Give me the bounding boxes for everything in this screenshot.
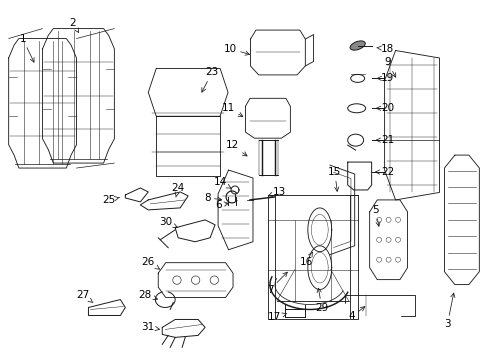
Ellipse shape bbox=[349, 41, 365, 50]
Text: 24: 24 bbox=[171, 183, 184, 197]
Text: 17: 17 bbox=[268, 312, 286, 323]
Text: 7: 7 bbox=[266, 272, 287, 294]
Text: 4: 4 bbox=[347, 307, 364, 321]
Text: 13: 13 bbox=[268, 187, 286, 197]
Text: 12: 12 bbox=[225, 140, 246, 156]
Text: 11: 11 bbox=[221, 103, 243, 117]
Text: 5: 5 bbox=[371, 205, 379, 226]
Text: 10: 10 bbox=[223, 44, 249, 55]
Text: 6: 6 bbox=[214, 200, 228, 210]
Text: 26: 26 bbox=[142, 257, 159, 269]
Text: 21: 21 bbox=[375, 135, 393, 145]
Text: 15: 15 bbox=[327, 167, 341, 191]
Text: 14: 14 bbox=[213, 177, 230, 188]
Text: 22: 22 bbox=[375, 167, 393, 177]
Ellipse shape bbox=[350, 75, 364, 82]
Text: 31: 31 bbox=[142, 323, 159, 332]
Text: 16: 16 bbox=[300, 252, 313, 267]
Ellipse shape bbox=[347, 134, 363, 146]
Text: 18: 18 bbox=[376, 44, 393, 54]
Text: 27: 27 bbox=[76, 289, 93, 303]
Text: 20: 20 bbox=[376, 103, 393, 113]
Text: 1: 1 bbox=[20, 33, 34, 62]
Text: 9: 9 bbox=[384, 58, 395, 77]
Text: 3: 3 bbox=[443, 293, 454, 329]
Text: 19: 19 bbox=[376, 73, 393, 84]
Text: 8: 8 bbox=[203, 193, 221, 203]
Text: 25: 25 bbox=[102, 195, 119, 205]
Text: 29: 29 bbox=[314, 288, 328, 312]
Text: 30: 30 bbox=[158, 217, 177, 228]
Text: 28: 28 bbox=[139, 289, 157, 300]
Text: 23: 23 bbox=[202, 67, 218, 92]
Text: 2: 2 bbox=[69, 18, 79, 32]
Ellipse shape bbox=[347, 104, 365, 113]
